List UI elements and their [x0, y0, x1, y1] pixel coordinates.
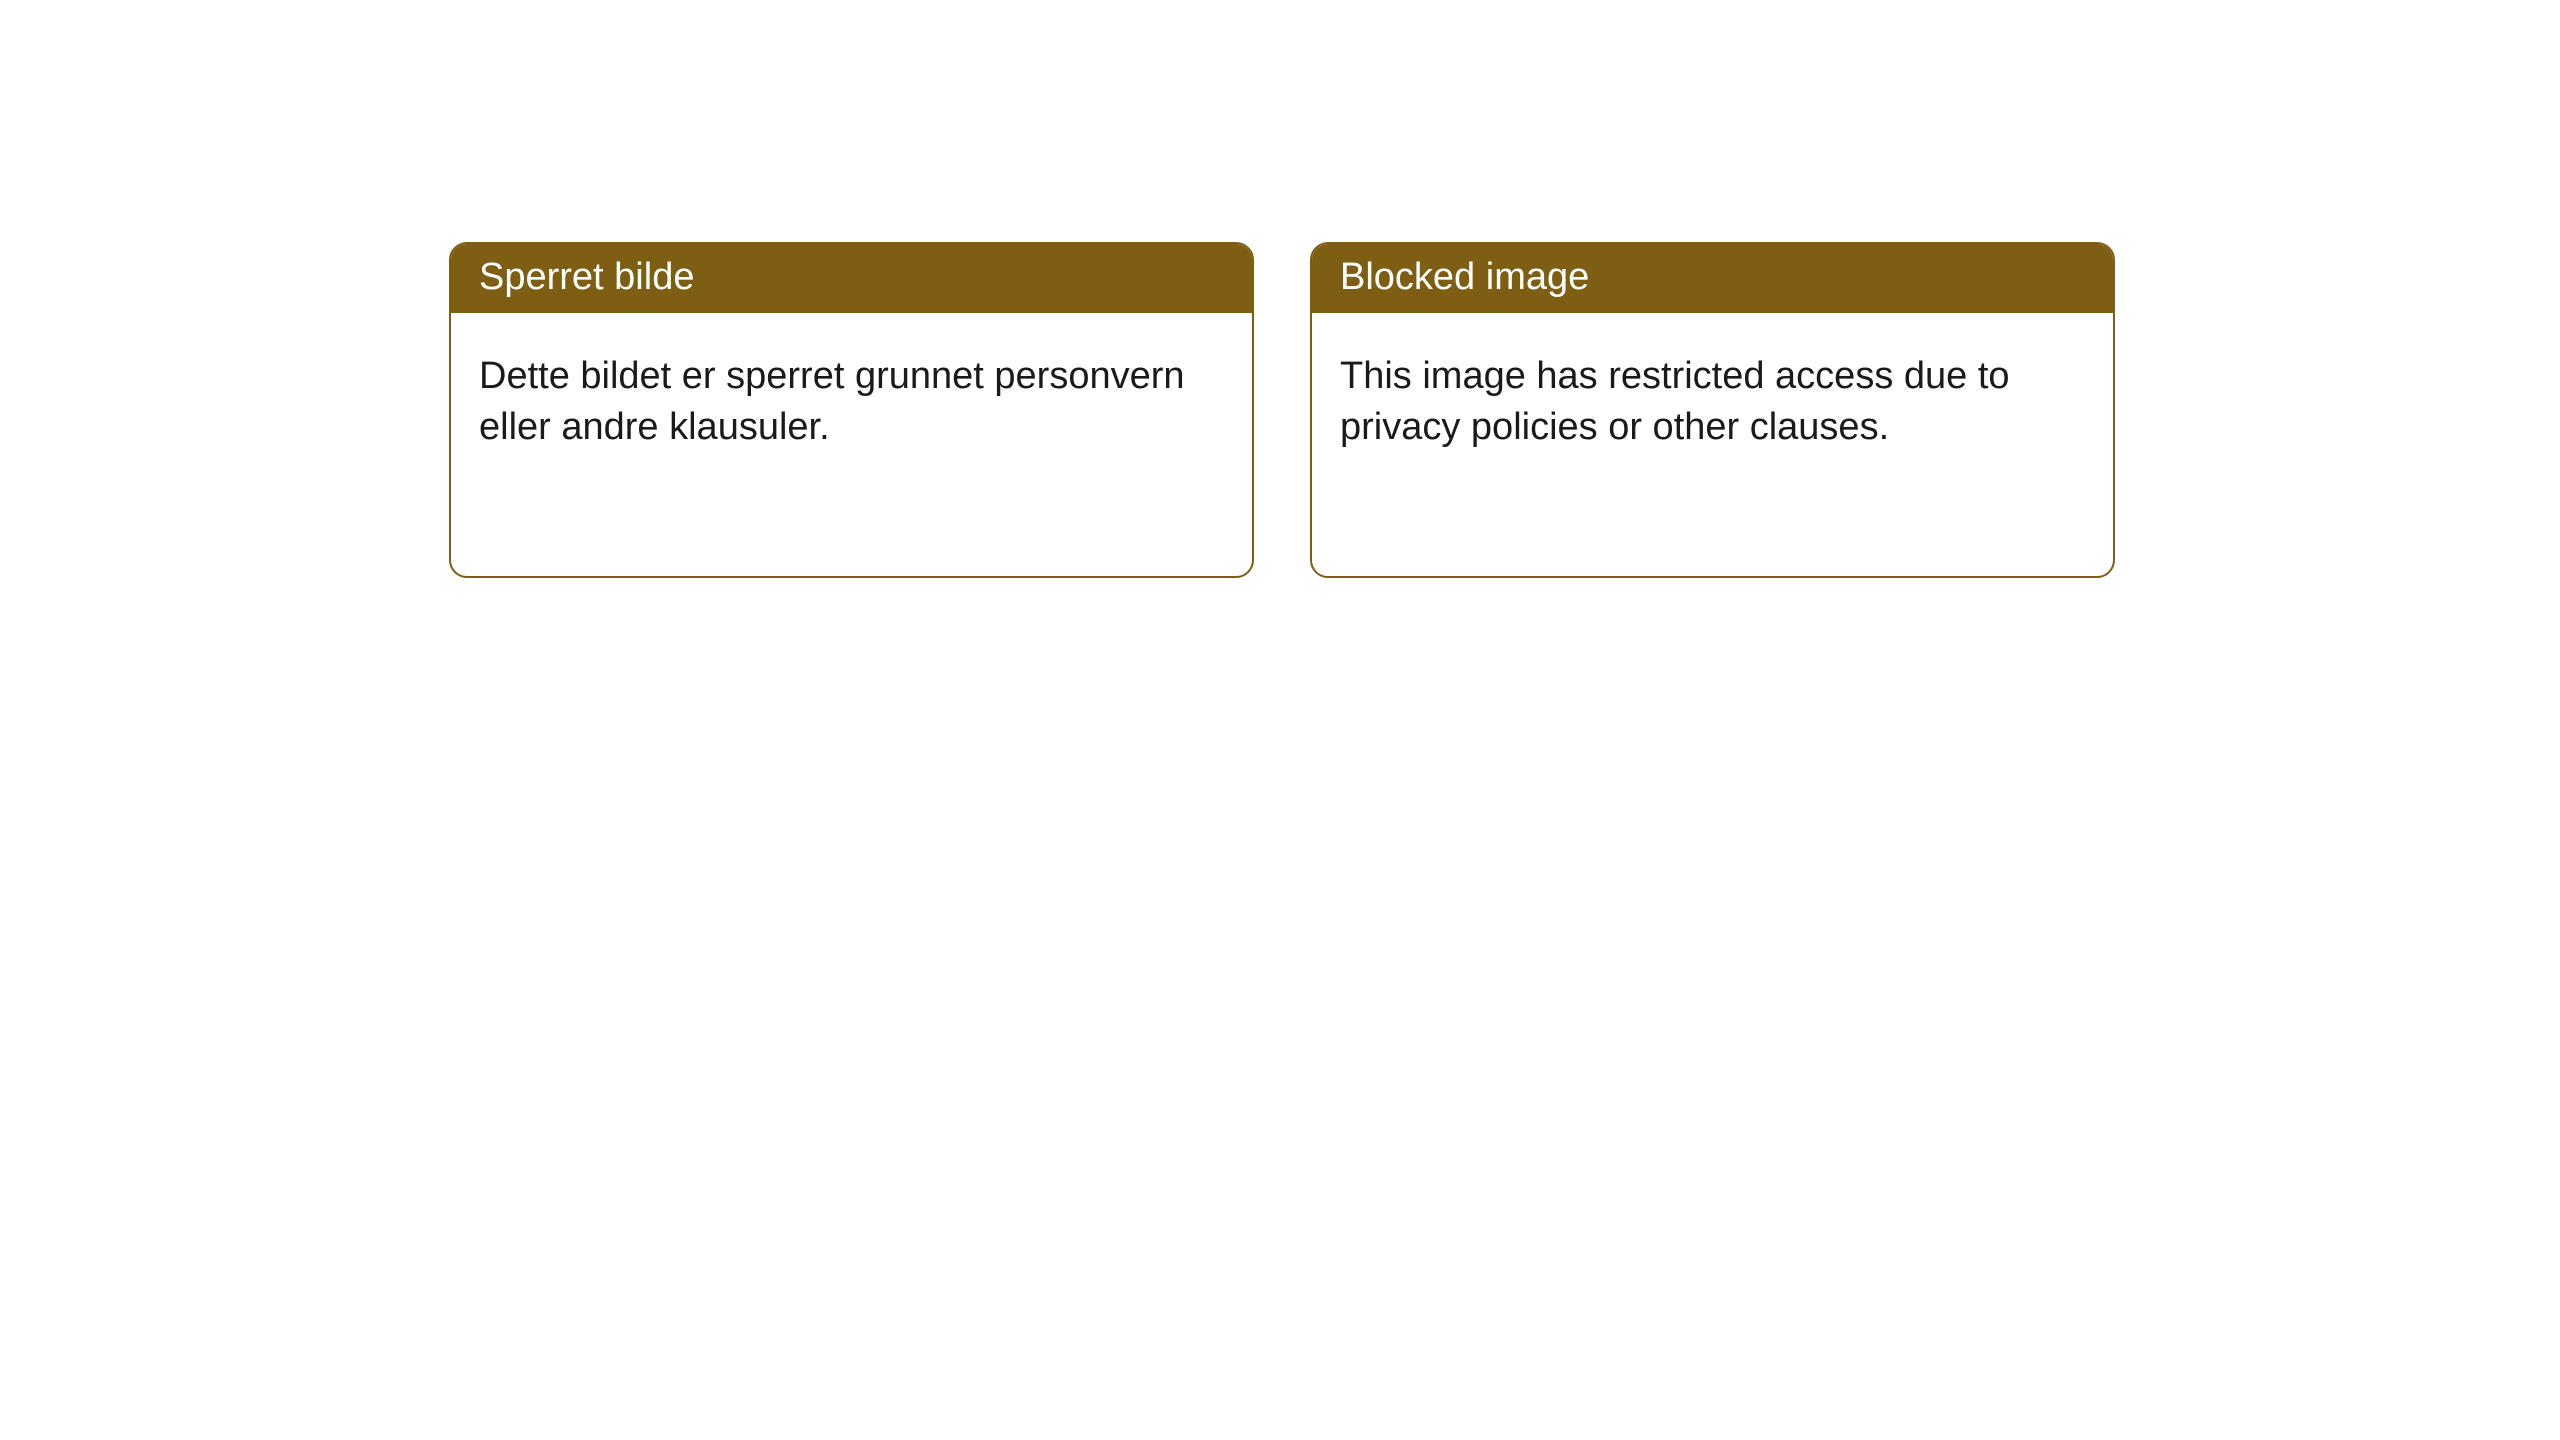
notice-container: Sperret bilde Dette bildet er sperret gr… — [449, 242, 2115, 578]
card-title: Blocked image — [1340, 256, 1589, 298]
card-body-text: Dette bildet er sperret grunnet personve… — [479, 355, 1185, 448]
card-body: Dette bildet er sperret grunnet personve… — [451, 313, 1252, 482]
notice-card-english: Blocked image This image has restricted … — [1310, 242, 2115, 578]
card-body: This image has restricted access due to … — [1312, 313, 2113, 482]
card-body-text: This image has restricted access due to … — [1340, 355, 2010, 448]
card-header: Blocked image — [1312, 244, 2113, 313]
notice-card-norwegian: Sperret bilde Dette bildet er sperret gr… — [449, 242, 1254, 578]
card-title: Sperret bilde — [479, 256, 694, 298]
card-header: Sperret bilde — [451, 244, 1252, 313]
